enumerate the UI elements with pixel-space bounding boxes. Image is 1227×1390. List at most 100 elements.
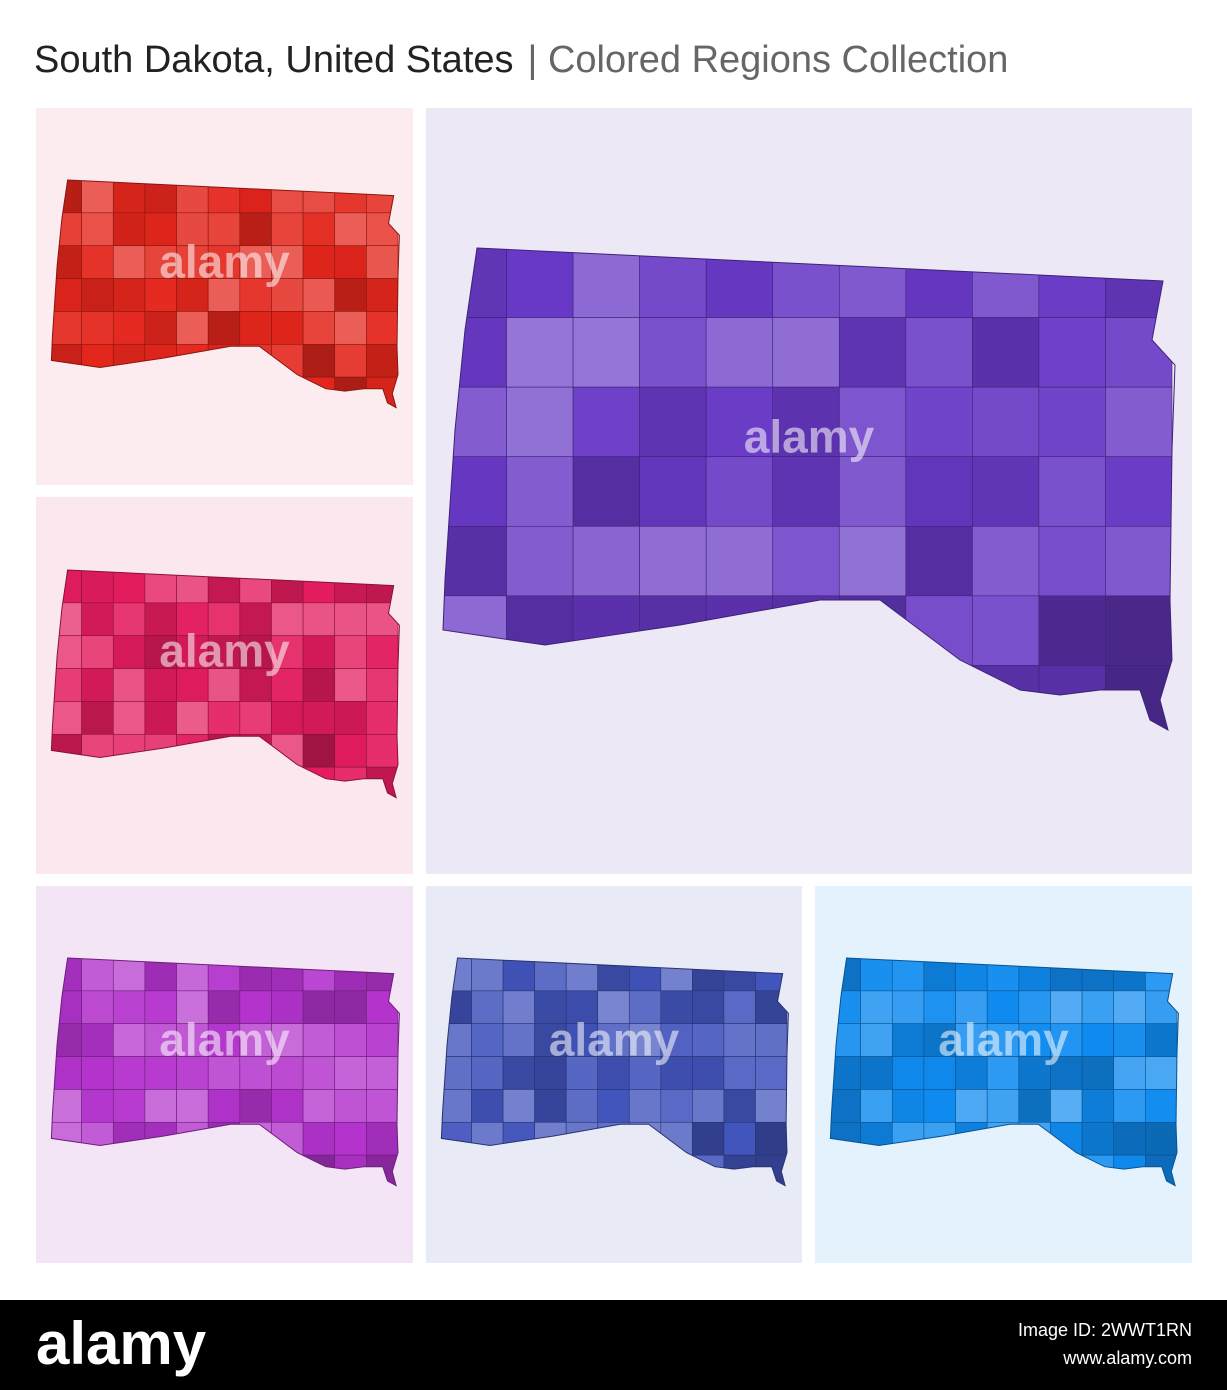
watermark: alamy (159, 1014, 290, 1066)
county (692, 1056, 725, 1090)
county (443, 456, 507, 527)
county (366, 701, 399, 735)
county (334, 1023, 367, 1057)
county (271, 635, 304, 669)
county (471, 990, 504, 1025)
county (955, 1056, 988, 1090)
county (112, 635, 146, 669)
county (986, 1089, 1020, 1123)
county (81, 1023, 114, 1057)
county (755, 1121, 788, 1156)
county (271, 245, 304, 279)
county (891, 1023, 925, 1057)
county (112, 958, 146, 992)
county (772, 317, 840, 388)
county (302, 990, 336, 1025)
county (239, 311, 272, 345)
county (176, 1056, 209, 1090)
county (572, 525, 640, 597)
watermark: alamy (744, 411, 875, 463)
county (81, 602, 114, 637)
county (1018, 1089, 1051, 1123)
county (144, 958, 177, 992)
county (1081, 1121, 1115, 1156)
map-panel: alamy (36, 108, 413, 485)
county (723, 1056, 756, 1090)
county (534, 1023, 567, 1057)
county (891, 1089, 925, 1123)
county (471, 1056, 504, 1090)
subtitle: | Colored Regions Collection (528, 39, 1009, 81)
county (972, 595, 1040, 666)
title: South Dakota, United States (34, 39, 514, 81)
county (705, 386, 774, 458)
county (144, 1089, 177, 1123)
map-panel: alamy (426, 886, 802, 1263)
county (81, 570, 114, 604)
county (1113, 1056, 1146, 1090)
county (597, 990, 630, 1025)
county (271, 701, 304, 735)
county (81, 245, 114, 279)
county (660, 1023, 693, 1057)
state-outline (50, 179, 400, 409)
county (81, 701, 114, 735)
county (112, 668, 146, 702)
county (772, 386, 840, 458)
county (502, 958, 535, 992)
county (81, 635, 114, 669)
county (572, 317, 640, 388)
county (692, 1023, 725, 1057)
county (366, 1023, 399, 1057)
county (366, 311, 399, 345)
county (334, 701, 367, 735)
county (366, 1056, 399, 1090)
county (705, 456, 774, 527)
county (207, 1089, 241, 1123)
county (572, 456, 640, 527)
county (565, 1023, 599, 1057)
county (1038, 317, 1106, 388)
county (144, 212, 177, 247)
county (144, 701, 177, 735)
county (1105, 386, 1173, 458)
county (366, 278, 399, 312)
county (1145, 1023, 1178, 1057)
county (239, 212, 272, 247)
county (112, 245, 146, 279)
county (723, 990, 756, 1025)
county (176, 311, 209, 345)
county (112, 212, 146, 247)
county (860, 1056, 893, 1090)
county (1050, 990, 1083, 1025)
county (628, 1023, 662, 1057)
county (1113, 1089, 1146, 1123)
county (302, 278, 336, 312)
county (506, 386, 574, 458)
county (1113, 1023, 1146, 1057)
county (923, 958, 956, 992)
watermark: alamy (549, 1014, 680, 1066)
county (207, 668, 241, 702)
county (502, 1056, 535, 1090)
county (506, 248, 574, 318)
state-outline (829, 957, 1179, 1187)
state-outline (50, 569, 400, 799)
watermark: alamy (938, 1014, 1069, 1066)
county (986, 1056, 1020, 1090)
county (302, 343, 336, 378)
county (81, 958, 114, 992)
county (207, 1056, 241, 1090)
county (1105, 525, 1173, 597)
county (271, 1089, 304, 1123)
county (1081, 1089, 1115, 1123)
county (972, 525, 1040, 597)
county (176, 278, 209, 312)
county (692, 1089, 725, 1123)
county (1018, 1056, 1051, 1090)
county (334, 212, 367, 247)
county (51, 668, 82, 702)
county (955, 1023, 988, 1057)
county (51, 311, 82, 345)
county (923, 1089, 956, 1123)
